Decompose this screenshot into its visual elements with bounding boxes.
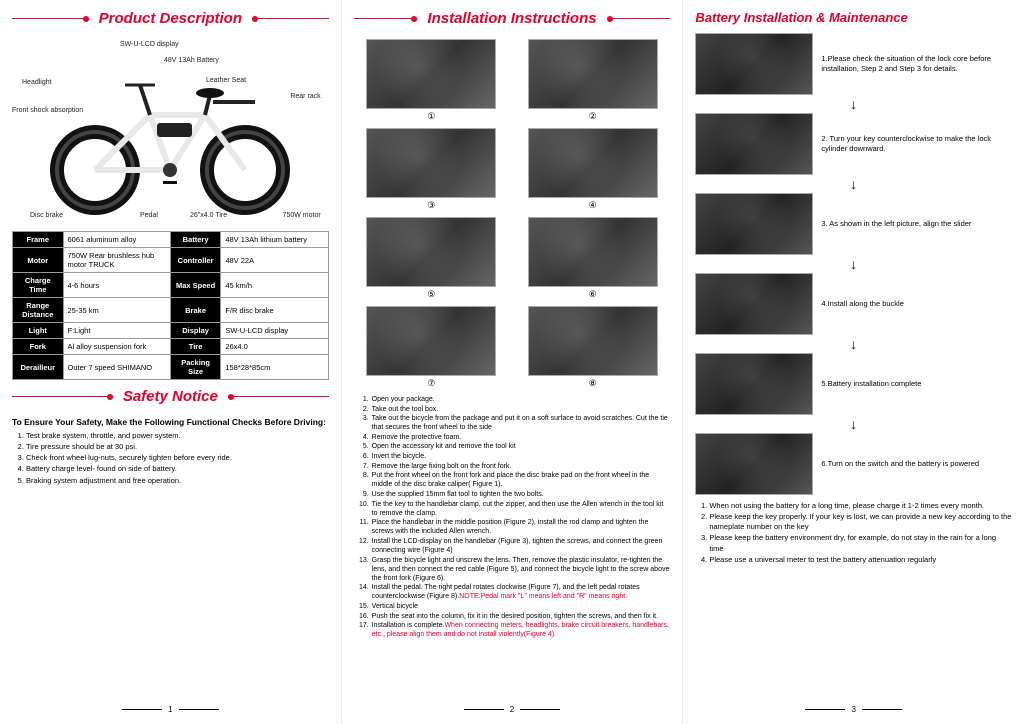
column-installation: Installation Instructions ①②③④⑤⑥⑦⑧ 1.Ope… [342,0,684,724]
battery-thumb [695,193,813,255]
install-thumb [366,217,496,287]
label-motor: 750W motor [283,212,321,219]
manual-page: Product Description SW-U-LCD display 48 [0,0,1024,724]
spec-table: Frame6061 aluminum alloyBattery48V 13Ah … [12,231,329,380]
page-number-1: 1 [12,701,329,714]
bike-diagram: SW-U-LCD display 48V 13Ah Battery Headli… [12,35,329,225]
install-image-grid: ①②③④⑤⑥⑦⑧ [356,39,669,389]
heading-product: Product Description [12,10,329,27]
install-thumb [528,128,658,198]
battery-thumb [695,353,813,415]
column-battery: Battery Installation & Maintenance 1.Ple… [683,0,1024,724]
bike-illustration [35,45,305,215]
battery-thumb [695,273,813,335]
label-pedal: Pedal [140,212,158,219]
battery-thumb [695,33,813,95]
safety-subtitle: To Ensure Your Safety, Make the Followin… [12,417,329,427]
install-thumb [528,39,658,109]
page-number-2: 2 [354,701,671,714]
title-install: Installation Instructions [417,10,606,27]
heading-safety: Safety Notice [12,388,329,405]
install-thumb [366,128,496,198]
label-shock: Front shock absorption [12,107,83,114]
title-safety: Safety Notice [113,388,228,405]
label-battery: 48V 13Ah Battery [164,57,219,64]
safety-list: Test brake system, throttle, and power s… [12,431,329,487]
page-number-3: 3 [695,701,1012,714]
label-tire: 26"x4.0 Tire [190,212,227,219]
label-discbrake: Disc brake [30,212,63,219]
instruction-list: 1.Open your package.2.Take out the tool … [354,395,671,640]
title-product: Product Description [89,10,252,27]
install-thumb [366,39,496,109]
label-headlight: Headlight [22,79,52,86]
install-thumb [366,306,496,376]
install-thumb [528,306,658,376]
battery-thumb [695,433,813,495]
label-rack: Rear rack [290,93,320,100]
maintenance-list: When not using the battery for a long ti… [695,501,1012,566]
column-product-description: Product Description SW-U-LCD display 48 [0,0,342,724]
label-seat: Leather Seat [206,77,246,84]
label-display: SW-U-LCD display [120,41,179,48]
install-thumb [528,217,658,287]
battery-flow: 1.Please check the situation of the lock… [695,33,1012,495]
title-battery: Battery Installation & Maintenance [695,10,1012,25]
heading-install: Installation Instructions [354,10,671,27]
battery-thumb [695,113,813,175]
